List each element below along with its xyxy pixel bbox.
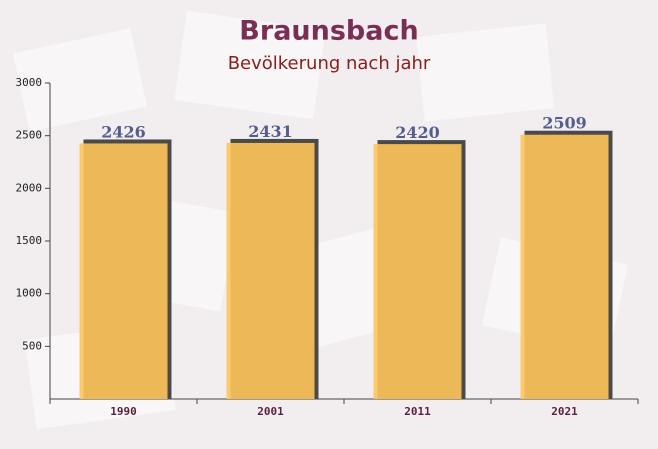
y-tick-label: 1500	[16, 234, 43, 247]
y-tick-label: 1000	[16, 287, 43, 300]
x-tick-label: 2001	[257, 405, 284, 418]
value-label: 2420	[395, 123, 440, 142]
y-tick-label: 2500	[16, 129, 43, 142]
x-tick-label: 2011	[404, 405, 431, 418]
bar	[226, 142, 315, 399]
x-tick-label: 2021	[551, 405, 578, 418]
bar	[373, 144, 462, 399]
x-tick-label: 1990	[110, 405, 137, 418]
value-label: 2509	[542, 114, 587, 133]
value-label: 2426	[101, 122, 146, 141]
bar	[79, 143, 168, 399]
value-label: 2431	[248, 122, 293, 141]
bar	[520, 134, 609, 399]
y-tick-label: 3000	[16, 76, 43, 89]
y-tick-label: 2000	[16, 181, 43, 194]
chart-title: Braunsbach	[239, 16, 418, 47]
chart-subtitle: Bevölkerung nach jahr	[228, 53, 431, 74]
y-tick-label: 500	[22, 339, 42, 352]
